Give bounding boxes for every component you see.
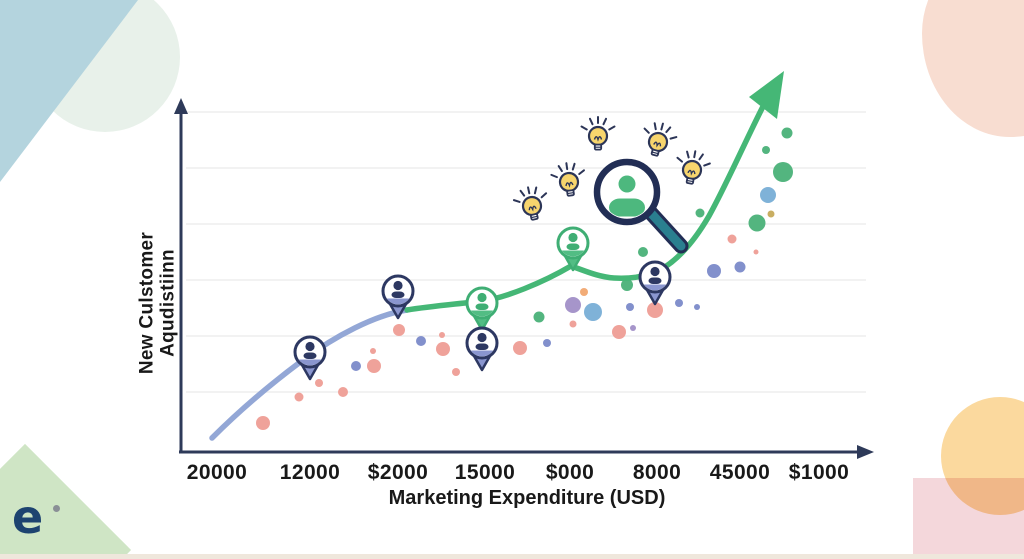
y-axis-label-line1: New Culstomer bbox=[136, 231, 158, 375]
lightbulb-icon bbox=[580, 116, 616, 151]
pin-person-head bbox=[477, 292, 487, 303]
y-axis-label-line2: Aqudistiinn bbox=[158, 249, 179, 357]
x-axis-arrowhead bbox=[857, 445, 874, 459]
scatter-dot bbox=[762, 146, 770, 154]
scatter-dot bbox=[748, 214, 766, 232]
scatter-dot bbox=[727, 234, 737, 244]
x-axis-label: Marketing Expenditure (USD) bbox=[388, 487, 666, 509]
x-tick-label: $000 bbox=[545, 461, 595, 484]
y-axis-label: New Culstomer Aqudistiinn bbox=[137, 232, 180, 374]
lightbulb-icon bbox=[550, 162, 585, 197]
pin-person-body bbox=[566, 243, 580, 250]
scatter-dot bbox=[753, 249, 759, 255]
scatter-dot bbox=[621, 279, 633, 291]
pin-person-head bbox=[305, 341, 315, 352]
scatter-dot bbox=[513, 341, 527, 355]
scatter-dot bbox=[675, 299, 683, 307]
x-tick-label: 12000 bbox=[279, 461, 341, 484]
scatter-dot bbox=[370, 348, 376, 354]
scatter-dot bbox=[695, 208, 705, 218]
pin-person-body bbox=[475, 343, 489, 350]
scatter-dot bbox=[630, 325, 636, 331]
growth-arrowhead-icon bbox=[749, 71, 784, 119]
scatter-dot bbox=[315, 379, 323, 387]
scatter-dot bbox=[533, 311, 545, 323]
scatter-dot bbox=[351, 361, 361, 371]
lightbulb-icon bbox=[643, 122, 678, 157]
scatter-dot bbox=[439, 332, 445, 338]
person-pin-icon-green bbox=[465, 286, 499, 332]
decor-pink-rectangle bbox=[913, 478, 1024, 559]
brand-logo: e bbox=[12, 494, 68, 550]
scatter-dot bbox=[612, 325, 626, 339]
scatter-dot bbox=[694, 304, 700, 310]
lightbulb-icon bbox=[676, 150, 711, 185]
lens-person-icon bbox=[609, 175, 645, 217]
pin-person-body bbox=[648, 277, 662, 284]
person-pin-icon-blue bbox=[381, 274, 415, 320]
scatter-dot bbox=[734, 261, 746, 273]
scatter-dot bbox=[436, 342, 450, 356]
scatter-dot bbox=[367, 359, 381, 373]
scatter-dot bbox=[338, 387, 348, 397]
scatter-dot bbox=[452, 368, 460, 376]
page-edge-strip bbox=[0, 554, 1024, 559]
scatter-dot bbox=[580, 288, 588, 296]
scatter-dot bbox=[569, 320, 577, 328]
scatter-dot bbox=[393, 324, 405, 336]
pin-person-head bbox=[477, 332, 487, 343]
logo-letter: e bbox=[12, 490, 44, 544]
scatter-dot bbox=[647, 302, 663, 318]
scatter-dot bbox=[543, 339, 551, 347]
scatter-dot bbox=[256, 416, 270, 430]
pin-person-head bbox=[568, 232, 578, 243]
pin-person-head bbox=[393, 280, 403, 291]
scatter-dot bbox=[767, 210, 775, 218]
scatter-dot bbox=[584, 303, 602, 321]
x-tick-label: $1000 bbox=[788, 461, 850, 484]
person-pin-icon-blue bbox=[638, 260, 672, 306]
scatter-dot bbox=[760, 187, 776, 203]
pin-person-body bbox=[391, 291, 405, 298]
person-pin-icon-blue bbox=[293, 335, 327, 381]
person-pin-icon-green bbox=[556, 226, 590, 272]
scatter-dot bbox=[626, 303, 634, 311]
x-tick-label: 15000 bbox=[454, 461, 516, 484]
scatter-dot bbox=[565, 297, 581, 313]
pin-person-body bbox=[303, 352, 317, 359]
person-pin-icon-blue bbox=[465, 326, 499, 372]
logo-dot-icon bbox=[53, 505, 60, 512]
y-axis-arrowhead bbox=[174, 98, 188, 114]
scatter-dot bbox=[416, 336, 426, 346]
scatter-dot bbox=[638, 247, 648, 257]
x-tick-label: 45000 bbox=[709, 461, 771, 484]
scatter-dot bbox=[707, 264, 721, 278]
scatter-dot bbox=[294, 392, 304, 402]
scatter-dot bbox=[781, 127, 793, 139]
x-tick-label: 8000 bbox=[632, 461, 682, 484]
pin-person-head bbox=[650, 266, 660, 277]
x-tick-label: 20000 bbox=[186, 461, 248, 484]
scatter-dot bbox=[773, 162, 793, 182]
x-tick-label: $2000 bbox=[367, 461, 429, 484]
pin-person-body bbox=[475, 303, 489, 310]
magnifier-person-icon bbox=[593, 158, 689, 254]
lightbulb-icon bbox=[512, 186, 548, 221]
